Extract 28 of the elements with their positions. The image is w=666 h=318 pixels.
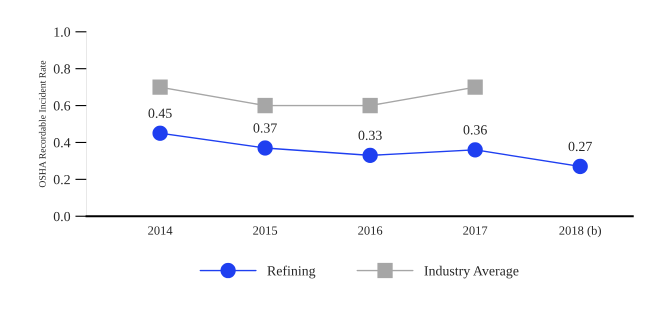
point <box>468 142 483 158</box>
data-label: 0.33 <box>358 130 382 140</box>
point <box>152 126 168 141</box>
point <box>362 148 378 164</box>
point <box>572 158 588 174</box>
data-label: 0.36 <box>464 125 487 135</box>
y-axis-title: OSHA Recordable Incident Rate <box>38 60 46 188</box>
point <box>468 79 483 95</box>
point <box>152 79 168 95</box>
data-label: 0.37 <box>253 123 277 133</box>
x-tick-label: 2017 <box>463 226 488 235</box>
y-tick-label: 0.2 <box>54 174 70 184</box>
y-tick-label: 0.4 <box>54 138 70 148</box>
y-tick-label: 0.6 <box>54 101 70 111</box>
data-label: 0.45 <box>148 108 172 118</box>
point <box>257 140 273 156</box>
x-tick-label: 2018 (b) <box>559 226 601 238</box>
x-tick-label: 2016 <box>358 226 382 235</box>
legend-label: Refining <box>267 266 316 278</box>
y-tick-label: 1.0 <box>54 27 70 37</box>
x-tick-label: 2015 <box>253 226 278 235</box>
data-label: 0.27 <box>568 142 592 152</box>
y-tick-label: 0.8 <box>54 64 70 74</box>
x-tick-label: 2014 <box>148 226 172 235</box>
point <box>362 98 378 114</box>
y-tick-label: 0.0 <box>54 212 70 222</box>
point <box>257 98 273 114</box>
legend-label: Industry Average <box>424 266 518 278</box>
